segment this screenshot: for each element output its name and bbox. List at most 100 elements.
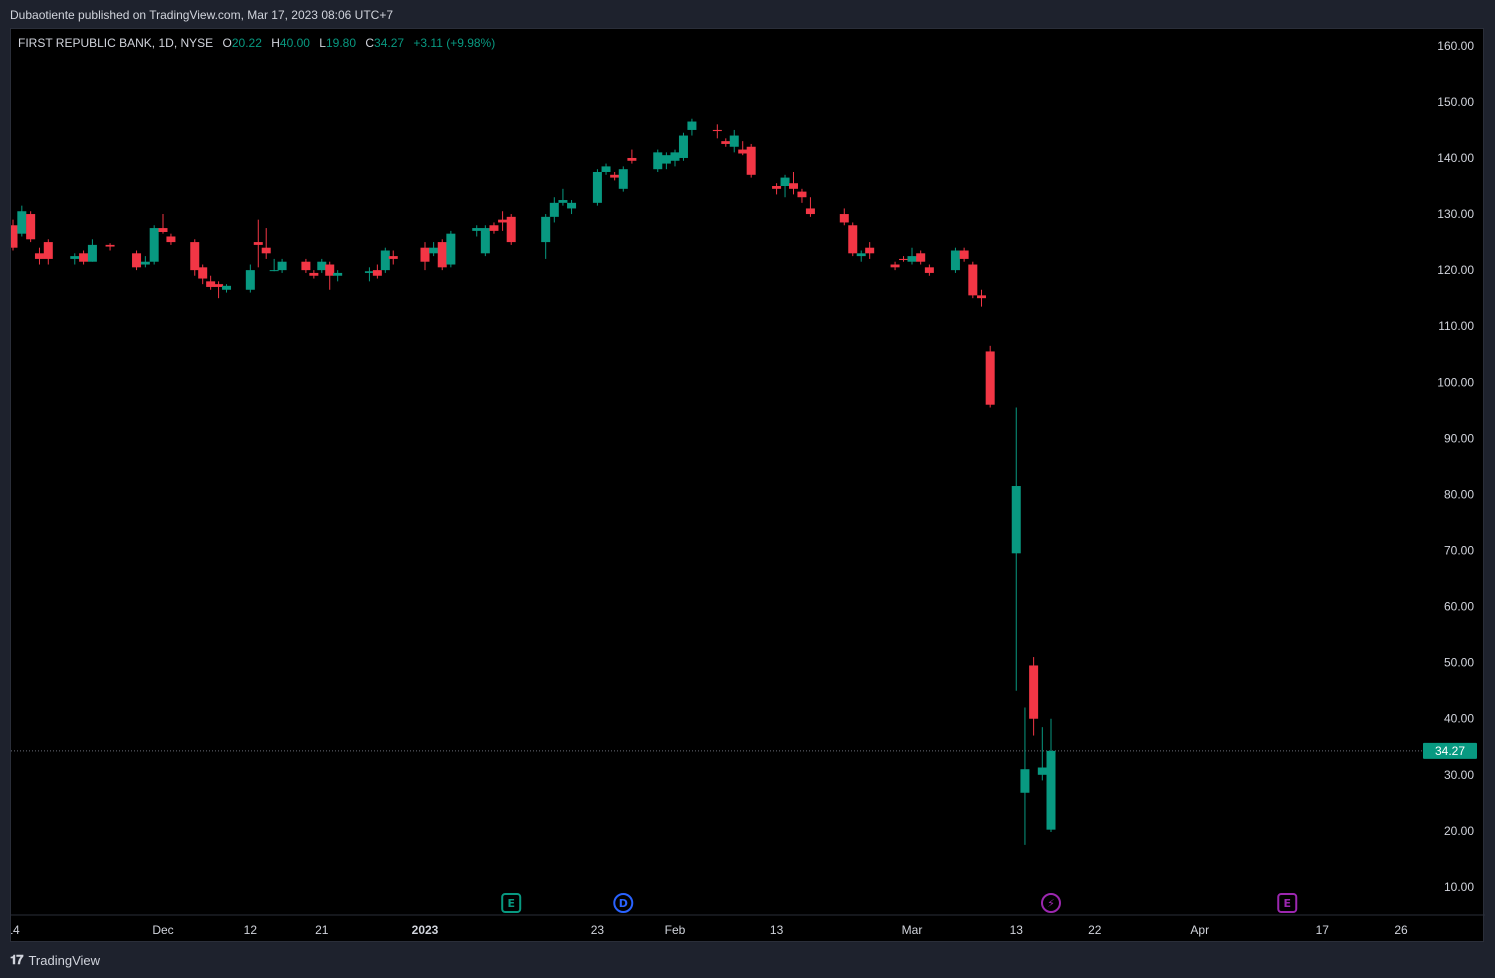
candle-down[interactable] (166, 236, 176, 243)
legend-open-value: 20.22 (231, 36, 262, 50)
candle-down[interactable] (865, 247, 875, 254)
candle-down[interactable] (420, 247, 430, 262)
candle-up[interactable] (558, 200, 568, 203)
y-tick-label: 50.00 (1444, 656, 1474, 670)
x-tick-label: 13 (770, 923, 784, 937)
candle-down[interactable] (34, 253, 44, 259)
candle-down[interactable] (301, 261, 311, 271)
candle-down[interactable] (11, 225, 18, 248)
candle-down[interactable] (489, 225, 499, 231)
candle-down[interactable] (190, 242, 200, 271)
footer-branding[interactable]: 𝟏𝟕 TradingView (10, 952, 100, 968)
candle-down[interactable] (79, 253, 89, 262)
candle-down[interactable] (977, 295, 986, 299)
candle-up[interactable] (480, 228, 490, 254)
candle-up[interactable] (601, 166, 611, 172)
x-tick-label: 17 (1316, 923, 1330, 937)
candle-up[interactable] (1037, 767, 1047, 775)
candle-down[interactable] (43, 242, 53, 259)
candle-down[interactable] (848, 225, 858, 254)
candle-down[interactable] (899, 258, 909, 261)
candle-up[interactable] (333, 272, 343, 276)
candle-up[interactable] (1011, 486, 1021, 554)
candle-up[interactable] (429, 247, 439, 254)
candle-up[interactable] (1020, 769, 1030, 793)
chart-panel[interactable]: 160.00 150.00 140.00 130.00 120.00 110.00 100.… (10, 28, 1485, 943)
candle-down[interactable] (158, 228, 168, 232)
candle-up[interactable] (277, 261, 287, 271)
y-tick-label: 100.00 (1437, 375, 1474, 389)
dividend-event-icon[interactable] (613, 893, 634, 913)
earnings-event-icon[interactable] (501, 893, 522, 913)
candle-up[interactable] (222, 285, 232, 290)
candle-up[interactable] (140, 261, 150, 265)
candle-down[interactable] (959, 250, 969, 259)
candle-up[interactable] (317, 261, 327, 271)
candle-up[interactable] (1046, 750, 1056, 830)
candle-down[interactable] (916, 253, 926, 262)
candle-up[interactable] (70, 256, 80, 259)
candle-down[interactable] (372, 270, 382, 276)
candle-down[interactable] (1029, 665, 1039, 719)
candle-down[interactable] (506, 216, 516, 243)
candle-down[interactable] (498, 219, 508, 223)
candle-up[interactable] (780, 177, 790, 187)
candle-up[interactable] (269, 270, 279, 272)
candle-up[interactable] (687, 121, 697, 130)
candle-up[interactable] (446, 233, 456, 265)
candle-up[interactable] (729, 135, 739, 147)
candle-down[interactable] (253, 242, 263, 245)
candle-down[interactable] (890, 264, 900, 268)
split-event-icon[interactable] (1041, 893, 1061, 913)
candle-up[interactable] (653, 152, 663, 170)
candle-up[interactable] (567, 202, 577, 209)
candle-down[interactable] (985, 351, 995, 405)
candle-down[interactable] (26, 214, 36, 240)
candle-down[interactable] (746, 146, 756, 175)
candle-down[interactable] (797, 191, 807, 198)
candle-up[interactable] (661, 155, 671, 164)
candle-up[interactable] (364, 271, 374, 273)
candle-up[interactable] (380, 250, 390, 271)
candle-up[interactable] (87, 244, 97, 262)
candle-down[interactable] (805, 208, 815, 215)
candle-up[interactable] (618, 169, 628, 189)
candle-down[interactable] (105, 244, 115, 247)
candle-down[interactable] (388, 256, 398, 259)
candle-up[interactable] (950, 250, 960, 271)
candle-down[interactable] (610, 174, 620, 178)
legend-high-value: 40.00 (279, 36, 310, 50)
candle-down[interactable] (261, 247, 271, 254)
candlestick-chart[interactable]: 160.00 150.00 140.00 130.00 120.00 110.00 100.… (11, 29, 1485, 943)
candle-down[interactable] (198, 267, 208, 279)
candle-up[interactable] (549, 202, 559, 217)
candle-up[interactable] (856, 253, 866, 257)
candle-up[interactable] (472, 228, 482, 231)
candle-down[interactable] (924, 267, 934, 273)
candle-down[interactable] (968, 264, 978, 296)
candle-down[interactable] (839, 214, 849, 223)
candle-up[interactable] (17, 211, 27, 234)
candle-down[interactable] (721, 141, 731, 144)
candle-down[interactable] (627, 157, 637, 161)
candle-up[interactable] (907, 256, 917, 262)
candle-up[interactable] (541, 216, 551, 243)
candle-down[interactable] (325, 264, 335, 276)
candle-up[interactable] (670, 152, 680, 161)
candle-down[interactable] (206, 281, 216, 287)
candle-down[interactable] (214, 284, 224, 287)
candle-up[interactable] (149, 228, 159, 262)
candle-down[interactable] (772, 186, 782, 189)
candle-up[interactable] (245, 270, 255, 290)
candle-down[interactable] (309, 272, 319, 276)
candle-down[interactable] (132, 253, 142, 268)
candle-up[interactable] (592, 171, 602, 203)
candle-down[interactable] (789, 183, 798, 189)
earnings-upcoming-event-icon[interactable] (1277, 893, 1298, 913)
candle-down[interactable] (437, 242, 447, 268)
x-tick-label: Mar (902, 923, 923, 937)
candle-up[interactable] (678, 135, 688, 158)
candle-down[interactable] (738, 149, 748, 154)
y-tick-label: 110.00 (1438, 319, 1474, 333)
candle-down[interactable] (712, 129, 722, 132)
